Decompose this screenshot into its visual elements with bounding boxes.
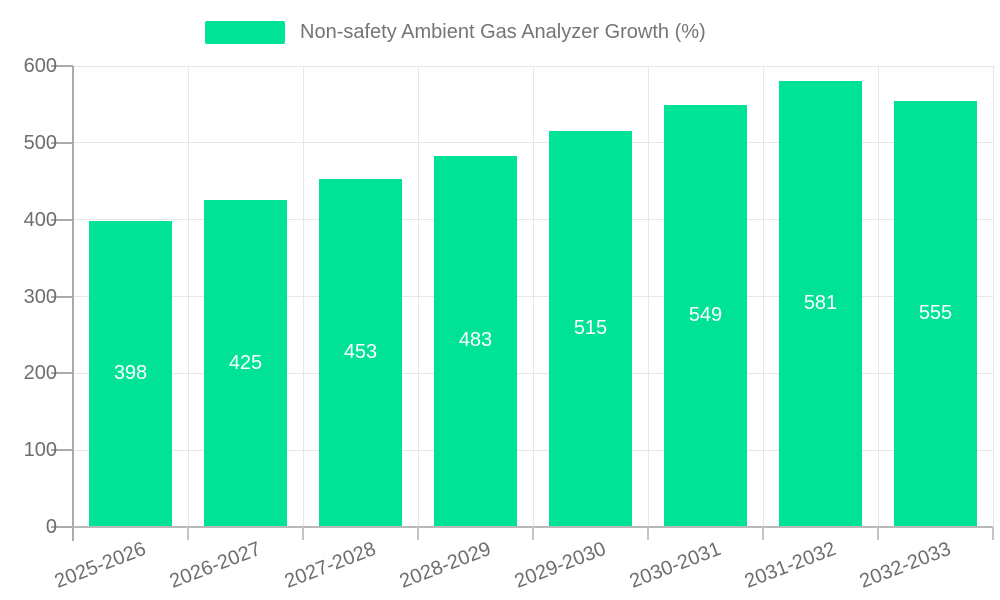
chart-legend: Non-safety Ambient Gas Analyzer Growth (…	[0, 0, 1000, 50]
y-axis-tick	[51, 372, 73, 375]
bar[interactable]: 483	[434, 155, 517, 527]
y-axis-tick	[51, 65, 73, 67]
bar-value-label: 453	[343, 340, 378, 363]
legend-marker-swatch[interactable]	[205, 21, 285, 44]
x-axis-tick	[762, 527, 764, 540]
bar[interactable]: 453	[319, 178, 402, 527]
bar[interactable]: 425	[204, 200, 287, 527]
x-axis-tick	[877, 527, 879, 540]
bar[interactable]: 581	[779, 80, 862, 527]
x-gridline	[187, 66, 189, 527]
x-axis-label: 2030-2031	[626, 537, 724, 593]
x-axis-tick	[647, 527, 649, 540]
y-axis-tick	[51, 141, 73, 144]
bar[interactable]: 549	[664, 105, 747, 527]
x-axis-tick	[417, 527, 419, 540]
x-axis-label: 2028-2029	[396, 537, 494, 593]
bar[interactable]: 555	[894, 100, 977, 527]
x-gridline	[877, 66, 879, 527]
bar-value-label: 398	[113, 362, 148, 385]
x-axis-label: 2029-2030	[511, 537, 609, 593]
bar-value-label: 555	[918, 301, 953, 324]
y-axis-label: 500	[23, 131, 57, 154]
bar[interactable]: 515	[549, 131, 632, 527]
x-axis-tick	[302, 527, 304, 540]
bar-value-label: 483	[458, 329, 493, 352]
bar-value-label: 549	[688, 304, 723, 327]
x-gridline	[302, 66, 304, 527]
x-axis-label: 2026-2027	[166, 537, 264, 593]
x-axis-label: 2027-2028	[281, 537, 379, 593]
y-axis-label: 100	[23, 439, 57, 462]
x-axis-tick	[187, 527, 189, 540]
bar-value-label: 425	[228, 351, 263, 374]
y-axis-label: 0	[45, 516, 57, 538]
x-gridline	[532, 66, 534, 527]
y-axis-label: 200	[23, 362, 57, 385]
x-axis-label: 2025-2026	[51, 537, 149, 593]
y-axis-label: 600	[23, 55, 57, 77]
y-axis-label: 300	[23, 285, 57, 308]
x-axis-label: 2032-2033	[856, 537, 954, 593]
y-axis-line	[72, 66, 74, 541]
y-axis-tick	[51, 526, 73, 528]
bar-value-label: 581	[803, 291, 838, 314]
x-gridline	[647, 66, 649, 527]
x-gridline	[417, 66, 419, 527]
x-axis-tick	[992, 527, 994, 540]
x-gridline	[992, 66, 994, 527]
y-axis-tick	[51, 218, 73, 221]
bar-value-label: 515	[573, 317, 608, 340]
x-axis-tick	[532, 527, 534, 540]
y-axis-label: 400	[23, 208, 57, 231]
x-axis-label: 2031-2032	[741, 537, 839, 593]
y-axis-tick	[51, 449, 73, 452]
y-axis-tick	[51, 295, 73, 298]
legend-series-label[interactable]: Non-safety Ambient Gas Analyzer Growth (…	[300, 21, 706, 43]
bar[interactable]: 398	[89, 221, 172, 527]
x-gridline	[762, 66, 764, 527]
